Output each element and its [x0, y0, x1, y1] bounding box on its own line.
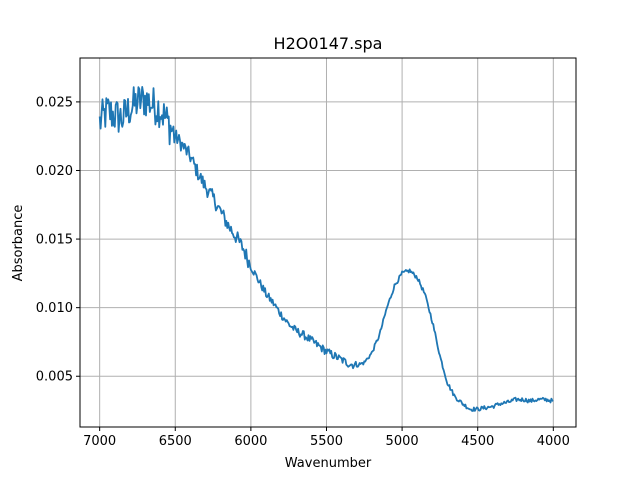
y-tick-label: 0.020 [36, 164, 73, 179]
x-tick-label: 7000 [83, 434, 116, 449]
x-axis: 7000 6500 6000 5500 5000 4500 4000 [83, 427, 570, 449]
chart-title: H2O0147.spa [274, 34, 383, 53]
x-axis-label: Wavenumber [285, 456, 372, 471]
x-tick-label: 4000 [537, 434, 570, 449]
x-tick-label: 6500 [159, 434, 192, 449]
x-tick-label: 5000 [386, 434, 419, 449]
plot-frame [79, 57, 577, 428]
x-tick-label: 6000 [234, 434, 267, 449]
grid [80, 58, 576, 427]
y-axis: 0.005 0.010 0.015 0.020 0.025 [36, 95, 80, 385]
y-tick-label: 0.010 [36, 301, 73, 316]
x-tick-label: 5500 [310, 434, 343, 449]
y-tick-label: 0.025 [36, 95, 73, 110]
absorbance-line [98, 86, 554, 412]
y-axis-label: Absorbance [11, 205, 26, 282]
y-tick-label: 0.015 [36, 233, 73, 248]
y-tick-label: 0.005 [36, 370, 73, 385]
x-tick-label: 4500 [461, 434, 494, 449]
